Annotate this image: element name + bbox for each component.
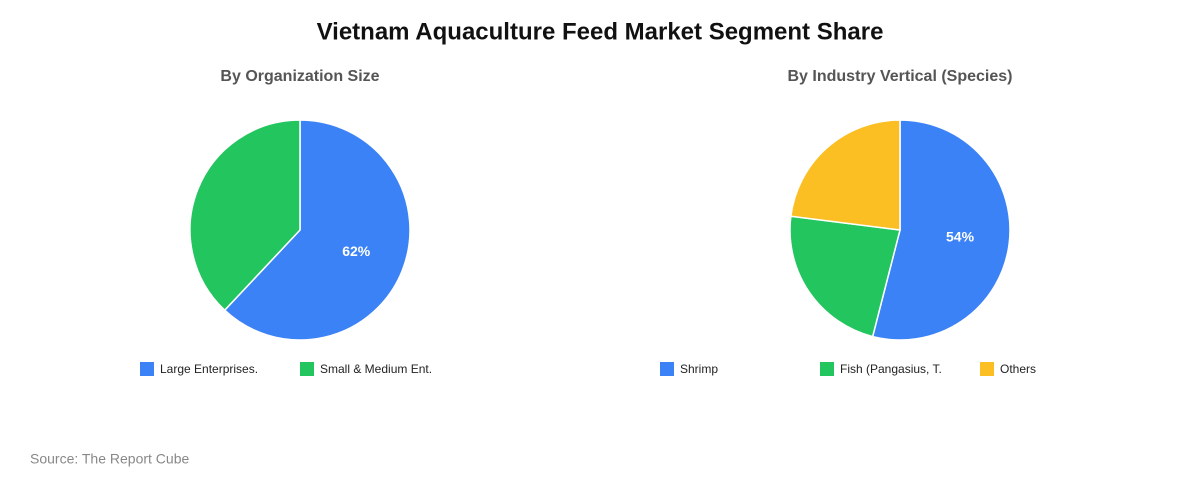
- legend-swatch: [980, 362, 994, 376]
- slice-label: 62%: [342, 243, 371, 259]
- legend-swatch: [300, 362, 314, 376]
- legend-swatch: [820, 362, 834, 376]
- legend-swatch: [140, 362, 154, 376]
- legend-label: Large Enterprises.: [160, 362, 258, 376]
- main-title: Vietnam Aquaculture Feed Market Segment …: [317, 18, 884, 45]
- legend-label: Shrimp: [680, 362, 718, 376]
- pie-slice: [789, 215, 901, 338]
- chart-subtitle: By Organization Size: [220, 68, 379, 85]
- pie-slice: [189, 119, 301, 312]
- source: Source: The Report Cube: [30, 451, 189, 467]
- legend-swatch: [660, 362, 674, 376]
- pie-slice: [223, 119, 411, 341]
- legend-label: Fish (Pangasius, T.: [840, 362, 942, 376]
- pie-slice: [790, 119, 901, 231]
- pie-slice: [871, 119, 1011, 341]
- chart-subtitle: By Industry Vertical (Species): [788, 68, 1013, 85]
- legend-label: Small & Medium Ent.: [320, 362, 432, 376]
- legend-label: Others: [1000, 362, 1036, 376]
- slice-label: 54%: [946, 228, 975, 244]
